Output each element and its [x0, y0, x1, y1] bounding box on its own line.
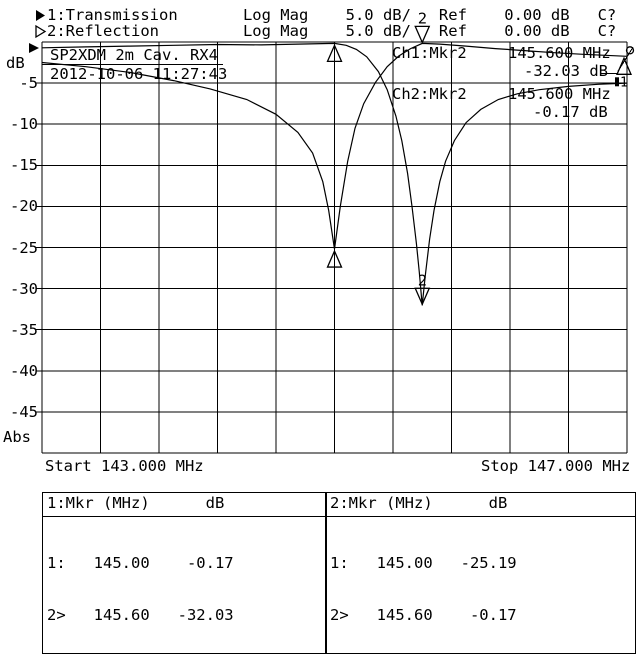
marker-table-ch2-header: 2:Mkr (MHz) dB	[326, 493, 635, 517]
marker-symbol-ch2-mkr1	[326, 249, 343, 284]
marker-row: 1: 145.00 -25.19	[330, 554, 517, 572]
marker-symbol-ch1-mkr1	[326, 43, 343, 78]
channel2-arrow-icon	[35, 24, 47, 39]
y-axis-unit-label: dB	[6, 54, 25, 72]
marker-row: 1: 145.00 -0.17	[47, 554, 234, 572]
marker-table-ch1: 1:Mkr (MHz) dB 1: 145.00 -0.17 2> 145.60…	[42, 492, 327, 654]
channel2-header-line: 2:Reflection Log Mag 5.0 dB/ Ref 0.00 dB…	[47, 22, 617, 40]
ch1-readout-label: Ch1:Mkr2	[392, 44, 467, 62]
plot-title: SP2XDM 2m Cav. RX4	[50, 46, 218, 64]
y-tick-label: -15	[10, 156, 38, 174]
svg-text:1: 1	[620, 75, 628, 90]
y-tick-label: -20	[10, 197, 38, 215]
y-tick-label: -10	[10, 115, 38, 133]
marker-table-ch2: 2:Mkr (MHz) dB 1: 145.00 -25.19 2> 145.6…	[325, 492, 636, 659]
marker-table-ch1-rows: 1: 145.00 -0.17 2> 145.60 -32.03	[43, 517, 326, 657]
y-axis-abs-label: Abs	[3, 428, 31, 446]
y-tick-label: -35	[10, 321, 38, 339]
ch2-readout-label: Ch2:Mkr2	[392, 85, 467, 103]
y-tick-label: -40	[10, 362, 38, 380]
marker-table-ch1-header: 1:Mkr (MHz) dB	[43, 493, 326, 517]
ch2-readout-freq: 145.600 MHz	[508, 85, 611, 103]
x-axis-start-label: Start 143.000 MHz	[45, 457, 204, 475]
marker-symbol-ch1-mkr2: 2	[414, 271, 431, 306]
y-tick-label: -45	[10, 403, 38, 421]
svg-text:2: 2	[418, 271, 427, 289]
ch1-readout-value: -32.03 dB	[524, 62, 608, 80]
ref-level-arrow-icon	[29, 43, 39, 53]
marker-row: 2> 145.60 -0.17	[330, 606, 517, 624]
ch1-readout-freq: 145.600 MHz	[508, 44, 611, 62]
x-axis-stop-label: Stop 147.000 MHz	[481, 457, 631, 475]
y-tick-label: -25	[10, 239, 38, 257]
ch2-readout-value: -0.17 dB	[533, 103, 608, 121]
marker-table-ch2-rows: 1: 145.00 -25.19 2> 145.60 -0.17 3: 147.…	[326, 517, 635, 659]
y-tick-label: -5	[19, 74, 38, 92]
y-tick-label: -30	[10, 280, 38, 298]
channel1-header-line: 1:Transmission Log Mag 5.0 dB/ Ref 0.00 …	[47, 6, 617, 24]
channel1-active-arrow-icon	[36, 10, 45, 21]
plot-timestamp: 2012-10-06 11:27:43	[50, 65, 228, 83]
marker-row: 2> 145.60 -32.03	[47, 606, 234, 624]
